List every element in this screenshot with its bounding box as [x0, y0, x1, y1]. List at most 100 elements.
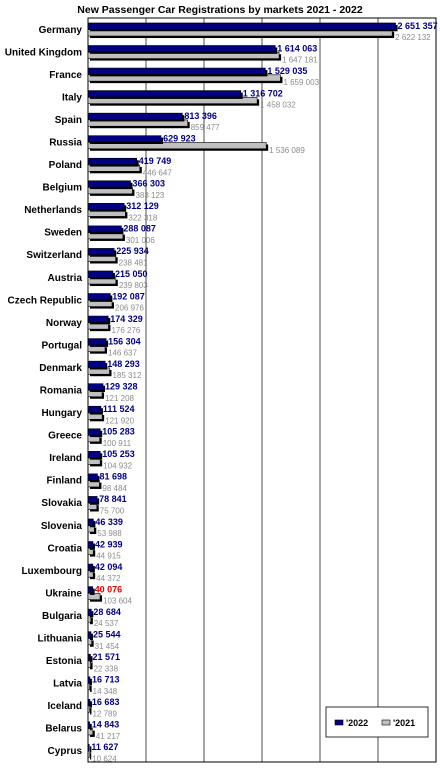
bar-shadow-2022 [90, 611, 94, 618]
bar-2022-germany [87, 22, 396, 30]
value-label-2021: 121 208 [105, 394, 134, 403]
value-label-2022: 42 939 [95, 539, 123, 549]
bar-2021-cyprus [87, 750, 90, 758]
bar-2021-estonia [87, 660, 91, 668]
value-label-2022: 2 651 357 [398, 21, 438, 31]
category-label-austria: Austria [48, 273, 83, 284]
value-label-2022: 174 329 [110, 314, 143, 324]
value-label-2022: 156 304 [108, 336, 141, 346]
bar-2022-slovenia [87, 518, 94, 526]
value-label-2021: 10 624 [92, 754, 117, 763]
value-label-2022: 1 529 035 [267, 66, 307, 76]
category-label-hungary: Hungary [41, 408, 82, 419]
bar-2021-bulgaria [87, 615, 92, 623]
category-label-slovakia: Slovakia [41, 498, 82, 509]
value-label-2022: 40 076 [95, 584, 123, 594]
bar-shadow-2022 [90, 656, 93, 663]
category-label-cyprus: Cyprus [48, 746, 83, 757]
bar-2022-greece [87, 428, 101, 436]
category-label-ireland: Ireland [49, 453, 82, 464]
value-label-2021: 22 338 [94, 664, 119, 673]
bar-2022-slovakia [87, 496, 98, 504]
bar-2022-latvia [87, 676, 91, 684]
bar-2022-norway [87, 315, 109, 323]
bar-2021-latvia [87, 683, 90, 691]
value-label-2022: 16 683 [92, 697, 120, 707]
category-label-croatia: Croatia [48, 543, 83, 554]
bar-2022-portugal [87, 338, 107, 346]
value-label-2022: 81 698 [99, 472, 127, 482]
bar-2022-ukraine [87, 586, 93, 594]
value-label-2021: 239 803 [119, 281, 148, 290]
value-label-2022: 629 923 [163, 134, 196, 144]
value-label-2021: 176 276 [111, 326, 140, 335]
legend-swatch-2021 [381, 719, 391, 726]
value-label-2021: 1 536 089 [269, 146, 305, 155]
bar-2022-united-kingdom [87, 45, 276, 53]
value-label-2021: 146 637 [108, 349, 137, 358]
bar-2022-lithuania [87, 631, 92, 639]
legend-label-2022: '2022 [346, 718, 368, 728]
bar-2022-belgium [87, 180, 131, 188]
bar-2022-sweden [87, 225, 122, 233]
category-label-belarus: Belarus [45, 724, 82, 735]
bar-shadow-2022 [90, 678, 92, 686]
value-label-2021: 98 484 [102, 484, 127, 493]
bar-2022-cyprus [87, 744, 90, 752]
bar-2022-austria [87, 270, 114, 278]
bar-shadow-2021 [90, 662, 93, 670]
bar-2022-finland [87, 473, 98, 481]
bar-2021-russia [87, 142, 267, 150]
value-label-2021: 301 006 [126, 236, 155, 245]
value-label-2021: 1 659 003 [283, 78, 319, 87]
bar-2022-croatia [87, 541, 94, 549]
bar-shadow-2021 [90, 617, 93, 625]
value-label-2022: 14 843 [92, 720, 120, 730]
bar-2022-ireland [87, 451, 101, 458]
bar-2022-spain [87, 112, 183, 120]
value-label-2022: 129 328 [105, 382, 138, 392]
value-label-2022: 78 841 [99, 494, 127, 504]
value-label-2021: 103 604 [103, 597, 132, 606]
bar-2022-russia [87, 135, 162, 143]
value-label-2022: 105 253 [102, 449, 135, 459]
value-label-2021: 121 920 [105, 416, 134, 425]
category-label-norway: Norway [46, 318, 83, 329]
value-label-2021: 2 622 132 [395, 33, 431, 42]
bar-2022-denmark [87, 360, 106, 368]
value-label-2022: 105 283 [102, 427, 135, 437]
bar-2022-luxembourg [87, 563, 94, 571]
category-label-estonia: Estonia [46, 656, 83, 667]
value-label-2021: 1 458 032 [260, 101, 296, 110]
category-label-netherlands: Netherlands [24, 205, 82, 216]
value-label-2022: 42 094 [95, 562, 123, 572]
bar-shadow-2021 [90, 753, 92, 760]
bar-2022-switzerland [87, 248, 115, 256]
value-label-2022: 28 684 [93, 607, 121, 617]
value-label-2022: 21 571 [93, 652, 121, 662]
value-label-2021: 31 454 [95, 642, 120, 651]
category-label-russia: Russia [49, 138, 82, 149]
category-label-slovenia: Slovenia [41, 521, 83, 532]
bar-2021-iceland [87, 705, 90, 713]
value-label-2021: 446 647 [143, 168, 172, 177]
value-label-2022: 11 627 [91, 742, 118, 752]
value-label-2021: 383 123 [135, 191, 164, 200]
bar-shadow-2022 [90, 633, 93, 640]
category-label-denmark: Denmark [39, 363, 82, 374]
value-label-2021: 206 976 [115, 304, 144, 313]
bar-shadow-2022 [90, 723, 92, 731]
value-label-2021: 53 988 [97, 529, 122, 538]
category-label-iceland: Iceland [48, 701, 82, 712]
category-label-united-kingdom: United Kingdom [5, 47, 82, 58]
bar-2022-czech-republic [87, 293, 111, 301]
category-label-france: France [49, 70, 82, 81]
value-label-2022: 215 050 [115, 269, 148, 279]
value-label-2021: 24 537 [94, 619, 119, 628]
value-label-2022: 16 713 [92, 675, 120, 685]
value-label-2021: 75 700 [100, 506, 125, 515]
category-label-finland: Finland [46, 476, 82, 487]
legend-label-2021: '2021 [393, 718, 415, 728]
legend-swatch-2022 [334, 719, 344, 726]
